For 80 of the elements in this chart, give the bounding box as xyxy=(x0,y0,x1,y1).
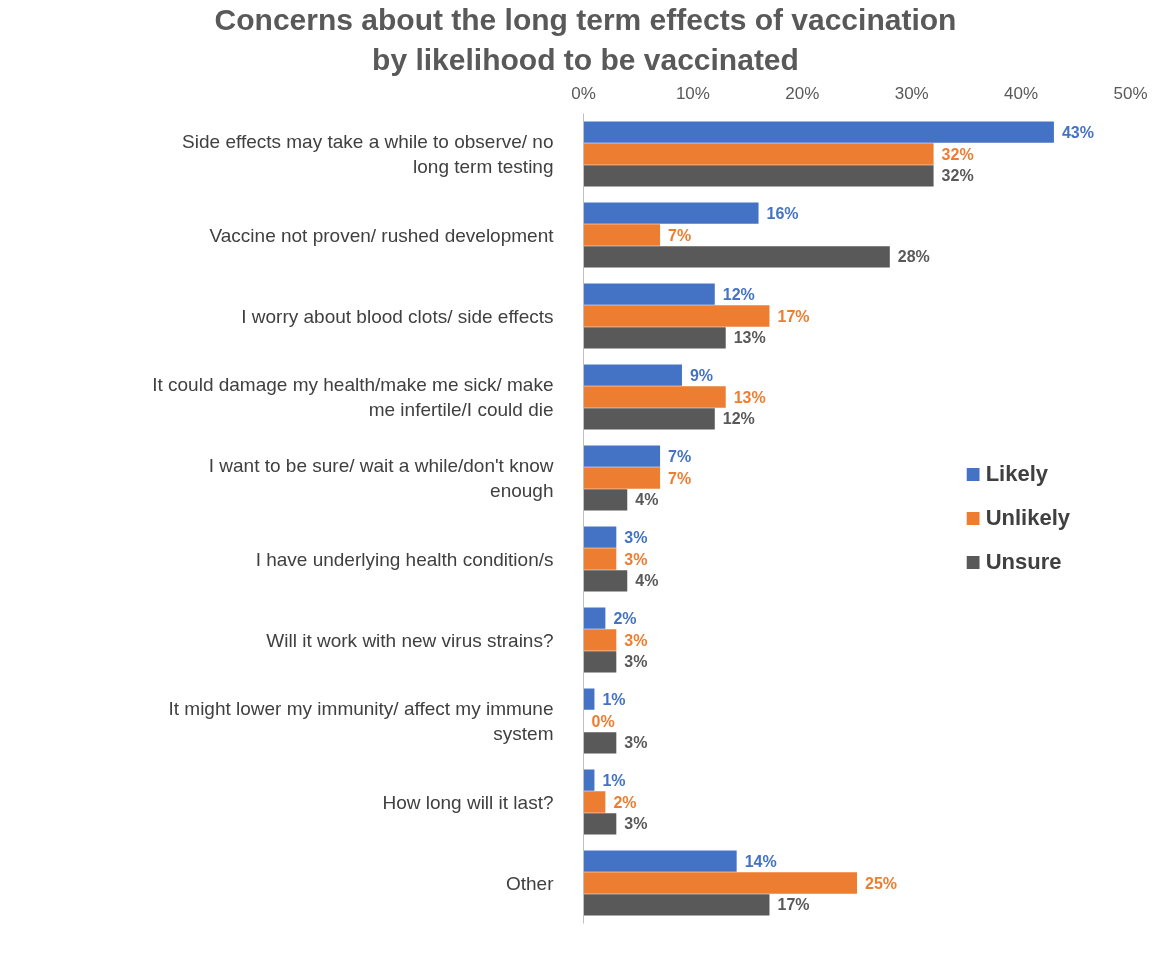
x-tick-label: 0% xyxy=(571,83,596,103)
data-label: 32% xyxy=(941,145,974,163)
data-label: 17% xyxy=(777,896,810,914)
legend-label: Unsure xyxy=(985,549,1062,575)
x-tick-label: 30% xyxy=(894,83,929,103)
bar xyxy=(583,548,617,570)
data-label: 4% xyxy=(635,572,659,590)
bar xyxy=(583,850,737,872)
bar xyxy=(583,894,770,916)
y-tick-label: How long will it last? xyxy=(382,791,554,813)
data-label: 7% xyxy=(668,469,692,487)
bar xyxy=(583,202,759,224)
bar xyxy=(583,305,770,327)
bar xyxy=(583,283,715,305)
y-tick-label: Will it work with new virus strains? xyxy=(266,629,554,651)
bar xyxy=(583,165,934,187)
data-label: 9% xyxy=(689,366,714,384)
y-tick-label: Other xyxy=(505,872,555,894)
x-tick-label: 40% xyxy=(1004,83,1039,103)
x-tick-label: 20% xyxy=(785,83,820,103)
bar xyxy=(583,327,726,349)
bar xyxy=(583,813,617,835)
bar xyxy=(583,224,661,246)
legend-label: Likely xyxy=(985,461,1048,487)
bar xyxy=(583,121,1054,143)
bar xyxy=(583,143,934,165)
bar xyxy=(583,791,606,813)
data-label: 4% xyxy=(635,491,659,509)
data-label: 12% xyxy=(722,410,755,428)
data-label: 3% xyxy=(624,550,648,568)
bar xyxy=(583,872,857,894)
x-tick-label: 10% xyxy=(675,83,710,103)
data-label: 3% xyxy=(624,815,648,833)
data-label: 13% xyxy=(733,388,766,406)
data-label: 16% xyxy=(766,204,799,222)
data-label: 0% xyxy=(591,712,615,730)
bar xyxy=(583,489,628,511)
data-label: 3% xyxy=(624,734,648,752)
data-label: 3% xyxy=(624,631,648,649)
y-tick-label: I have underlying health condition/s xyxy=(255,548,554,570)
bar xyxy=(583,408,715,430)
bar xyxy=(583,629,617,651)
bar xyxy=(583,467,661,489)
y-tick-label: Side effects may take a while to observe/ no long term testing xyxy=(182,130,554,178)
bar xyxy=(583,651,617,673)
data-label: 14% xyxy=(744,852,777,870)
y-tick-label: I want to be sure/ wait a while/don't know enough xyxy=(208,454,554,502)
data-label: 25% xyxy=(865,874,898,892)
chart-title: Concerns about the long term effects of vaccination xyxy=(214,2,957,38)
chart-subtitle: by likelihood to be vaccinated xyxy=(372,42,799,78)
bar xyxy=(583,570,628,592)
data-label: 12% xyxy=(722,285,755,303)
data-label: 2% xyxy=(613,793,637,811)
data-label: 7% xyxy=(668,226,692,244)
data-label: 3% xyxy=(624,528,648,546)
data-label: 32% xyxy=(941,167,974,185)
bar xyxy=(583,445,661,467)
bar xyxy=(583,769,595,791)
data-label: 43% xyxy=(1061,123,1094,141)
y-tick-label: It might lower my immunity/ affect my immune system xyxy=(168,697,554,745)
data-label: 3% xyxy=(624,653,648,671)
legend-label: Unlikely xyxy=(985,505,1070,531)
x-tick-label: 50% xyxy=(1113,83,1148,103)
y-tick-label: Vaccine not proven/ rushed development xyxy=(209,224,555,246)
data-label: 13% xyxy=(733,329,766,347)
data-label: 1% xyxy=(602,771,626,789)
bar xyxy=(583,386,726,408)
bar xyxy=(583,364,682,386)
data-label: 1% xyxy=(602,690,626,708)
y-tick-label: It could damage my health/make me sick/ make me infertile/I could die xyxy=(152,373,554,421)
bar xyxy=(583,607,606,629)
data-label: 28% xyxy=(897,248,930,266)
data-label: 7% xyxy=(668,447,692,465)
bar xyxy=(583,526,617,548)
y-tick-label: I worry about blood clots/ side effects xyxy=(241,305,554,327)
data-label: 2% xyxy=(613,609,637,627)
bar xyxy=(583,688,595,710)
data-label: 17% xyxy=(777,307,810,325)
bar xyxy=(583,732,617,754)
bar xyxy=(583,246,890,268)
